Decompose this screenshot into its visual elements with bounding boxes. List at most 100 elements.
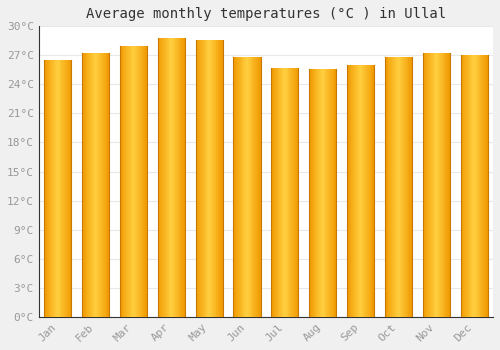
Bar xyxy=(487,55,488,317)
Bar xyxy=(448,54,449,317)
Bar xyxy=(422,54,424,317)
Bar xyxy=(98,54,99,317)
Bar xyxy=(396,57,398,317)
Bar xyxy=(449,54,450,317)
Bar xyxy=(392,57,393,317)
Bar xyxy=(271,68,272,317)
Bar xyxy=(372,65,374,317)
Bar xyxy=(67,60,68,317)
Bar xyxy=(222,40,223,317)
Bar xyxy=(163,38,164,317)
Bar xyxy=(393,57,394,317)
Bar xyxy=(48,60,50,317)
Bar xyxy=(390,57,391,317)
Bar xyxy=(294,68,295,317)
Bar xyxy=(398,57,400,317)
Bar xyxy=(234,57,235,317)
Bar xyxy=(250,57,252,317)
Bar xyxy=(278,68,280,317)
Bar xyxy=(358,65,360,317)
Bar xyxy=(314,69,316,317)
Bar xyxy=(242,57,244,317)
Bar xyxy=(88,54,89,317)
Bar xyxy=(366,65,367,317)
Bar xyxy=(480,55,482,317)
Bar xyxy=(128,46,129,317)
Bar xyxy=(237,57,238,317)
Bar xyxy=(316,69,318,317)
Bar xyxy=(276,68,278,317)
Bar xyxy=(328,69,329,317)
Bar xyxy=(436,54,437,317)
Bar xyxy=(129,46,130,317)
Bar xyxy=(476,55,477,317)
Bar xyxy=(428,54,429,317)
Bar xyxy=(254,57,255,317)
Bar xyxy=(214,40,216,317)
Bar xyxy=(318,69,319,317)
Bar xyxy=(286,68,288,317)
Bar xyxy=(182,38,183,317)
Bar xyxy=(174,38,175,317)
Bar xyxy=(347,65,348,317)
Bar xyxy=(290,68,291,317)
Bar xyxy=(183,38,184,317)
Bar xyxy=(272,68,273,317)
Bar xyxy=(136,46,137,317)
Bar xyxy=(257,57,258,317)
Bar xyxy=(46,60,47,317)
Bar xyxy=(255,57,256,317)
Bar xyxy=(400,57,401,317)
Bar xyxy=(486,55,487,317)
Bar xyxy=(248,57,249,317)
Bar xyxy=(132,46,134,317)
Bar xyxy=(176,38,178,317)
Bar xyxy=(120,46,122,317)
Bar xyxy=(472,55,473,317)
Bar xyxy=(427,54,428,317)
Bar xyxy=(401,57,402,317)
Bar xyxy=(311,69,312,317)
Bar xyxy=(211,40,212,317)
Bar xyxy=(285,68,286,317)
Bar xyxy=(368,65,370,317)
Bar xyxy=(474,55,475,317)
Bar xyxy=(439,54,440,317)
Bar xyxy=(210,40,211,317)
Bar xyxy=(168,38,170,317)
Bar xyxy=(291,68,292,317)
Bar xyxy=(482,55,483,317)
Bar xyxy=(442,54,444,317)
Bar xyxy=(424,54,426,317)
Bar xyxy=(434,54,436,317)
Bar xyxy=(463,55,464,317)
Bar xyxy=(483,55,484,317)
Bar xyxy=(244,57,245,317)
Bar xyxy=(60,60,62,317)
Bar xyxy=(349,65,350,317)
Bar xyxy=(430,54,431,317)
Bar xyxy=(166,38,167,317)
Bar xyxy=(70,60,72,317)
Bar xyxy=(204,40,206,317)
Bar xyxy=(247,57,248,317)
Bar xyxy=(102,54,103,317)
Bar xyxy=(137,46,138,317)
Bar xyxy=(213,40,214,317)
Bar xyxy=(180,38,182,317)
Bar xyxy=(199,40,200,317)
Bar xyxy=(258,57,259,317)
Bar xyxy=(219,40,220,317)
Bar xyxy=(99,54,100,317)
Bar xyxy=(465,55,466,317)
Bar xyxy=(411,57,412,317)
Bar xyxy=(429,54,430,317)
Bar xyxy=(162,38,163,317)
Bar xyxy=(275,68,276,317)
Bar xyxy=(158,38,160,317)
Bar xyxy=(367,65,368,317)
Bar xyxy=(282,68,283,317)
Bar xyxy=(127,46,128,317)
Bar xyxy=(330,69,331,317)
Bar xyxy=(106,54,108,317)
